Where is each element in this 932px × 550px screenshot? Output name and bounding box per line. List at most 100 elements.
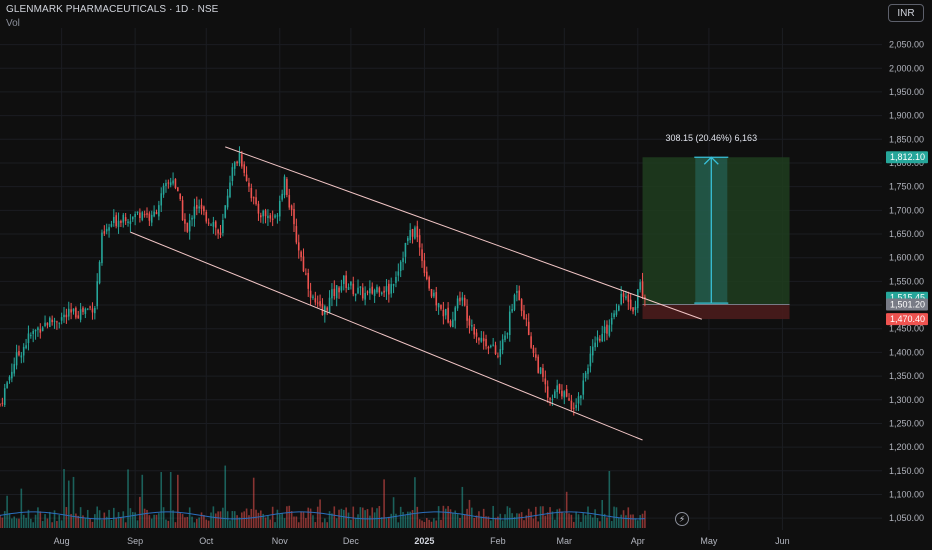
candle [397, 271, 400, 276]
candle [634, 306, 637, 311]
price-tick-label: 1,400.00 [889, 347, 924, 357]
price-axis[interactable]: 1,050.00 1,100.00 1,150.00 1,200.00 1,250.00… [889, 40, 924, 524]
candle [134, 213, 136, 218]
volume-bar [267, 515, 269, 528]
volume-bar [397, 522, 400, 528]
volume-bar [82, 515, 84, 528]
candle [150, 214, 153, 223]
volume-bar [179, 512, 181, 528]
volume-bar [357, 514, 359, 528]
volume-bar [193, 522, 196, 528]
currency-button[interactable]: INR [888, 4, 924, 22]
candle [6, 382, 8, 389]
channel-upper-line [225, 146, 702, 320]
volume-bar [207, 520, 210, 528]
volume-bar [489, 520, 492, 528]
candle [570, 400, 573, 410]
candle [568, 398, 570, 401]
candle [565, 389, 568, 397]
volume-bar [527, 508, 530, 528]
candle [295, 226, 298, 243]
volume-bar [15, 518, 18, 528]
volume-bar [248, 515, 250, 528]
lightning-icon[interactable]: ⚡ [675, 512, 689, 526]
candle [276, 215, 279, 217]
candle [416, 226, 419, 238]
candle [603, 326, 606, 334]
candle [84, 308, 87, 314]
candle [65, 314, 68, 318]
volume-bar [418, 519, 421, 528]
candle [260, 215, 262, 218]
time-tick-label: Aug [54, 536, 70, 546]
volume-bar [217, 511, 219, 528]
candle [278, 200, 281, 217]
candle [46, 322, 49, 326]
price-tick-label: 1,850.00 [889, 134, 924, 144]
volume-bar [487, 516, 490, 528]
candle [160, 193, 163, 206]
volume-bar [222, 507, 224, 528]
candle [359, 286, 362, 288]
candle [181, 200, 184, 221]
time-axis[interactable]: Aug Sep Oct Nov Dec 2025 Feb Mar Apr May Jun [54, 536, 790, 546]
volume-bar [177, 474, 179, 528]
candle [610, 318, 613, 325]
candle [411, 229, 414, 237]
volume-bar [89, 518, 91, 528]
candle [466, 305, 468, 321]
volume-bar [20, 488, 23, 528]
volume-bar [48, 511, 51, 528]
candle [105, 228, 108, 232]
volume-bar [537, 521, 540, 528]
volume-bar [70, 513, 72, 528]
volume-bar [150, 518, 153, 528]
price-tick-label: 1,700.00 [889, 205, 924, 215]
volume-bar [454, 510, 457, 528]
volume-bar [335, 518, 338, 528]
volume-bar [136, 520, 139, 528]
target-zone [642, 157, 790, 305]
volume-bar [402, 512, 404, 528]
volume-bar [314, 522, 317, 528]
volume-bar [32, 522, 34, 528]
candle [504, 335, 506, 340]
volume-bar [359, 507, 362, 528]
candle [72, 308, 75, 312]
candle [589, 353, 592, 367]
candle [620, 293, 622, 305]
candle [357, 287, 359, 294]
candle [60, 317, 63, 321]
symbol-title[interactable]: GLENMARK PHARMACEUTICALS · 1D · NSE [6, 4, 219, 15]
candle [546, 386, 549, 398]
candle [316, 302, 319, 304]
candle [625, 296, 627, 299]
candle [77, 315, 80, 319]
volume-bar [399, 506, 402, 528]
trend-channel[interactable] [130, 146, 702, 441]
candle [58, 322, 61, 324]
volume-bar [589, 514, 592, 528]
volume-bar [639, 515, 641, 528]
candle [307, 272, 310, 289]
volume-bar [416, 506, 419, 528]
volume-bar [347, 512, 350, 528]
candle [501, 339, 504, 351]
measure-tool[interactable]: 308.15 (20.46%) 6,163 [666, 133, 758, 304]
volume-bar [627, 507, 630, 528]
candle [290, 205, 293, 210]
volume-bar [18, 518, 20, 528]
candle [463, 297, 466, 306]
volume-bar [131, 512, 134, 528]
volume-label[interactable]: Vol [6, 18, 20, 29]
volume-bar [568, 513, 570, 528]
candle [390, 284, 393, 294]
candle [63, 314, 65, 318]
volume-bar [146, 509, 148, 528]
volume-bar [117, 512, 120, 528]
volume-bar [155, 514, 158, 528]
price-tag-label: 1,501.20 [890, 299, 925, 309]
volume-bar [603, 513, 606, 528]
volume-bar [94, 514, 96, 528]
